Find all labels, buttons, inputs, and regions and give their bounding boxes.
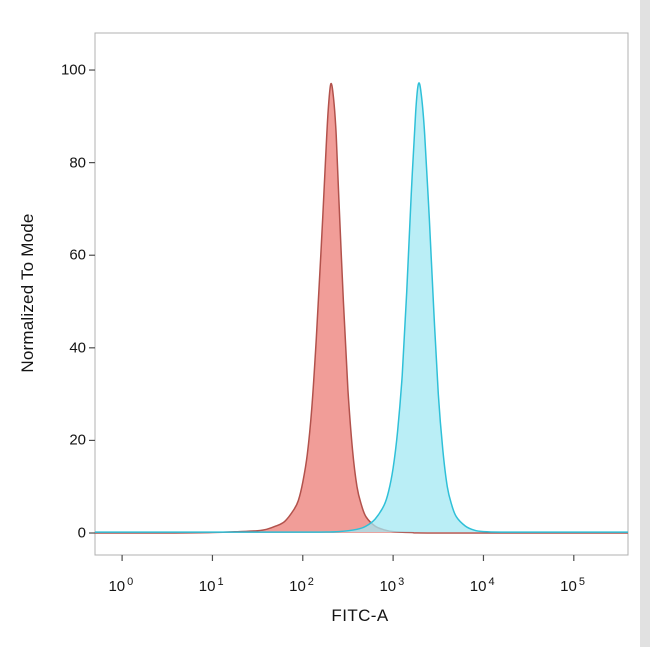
- y-tick-label: 100: [60, 61, 86, 79]
- x-tick-base: 10: [289, 578, 306, 595]
- x-tick-exponent: 4: [488, 576, 495, 588]
- x-tick-label: 10 3: [379, 576, 404, 595]
- x-tick-label: 10 1: [199, 576, 224, 595]
- x-tick-exponent: 2: [307, 576, 314, 588]
- x-tick-exponent: 5: [578, 576, 585, 588]
- y-tick-label: 60: [69, 246, 86, 264]
- x-tick-exponent: 1: [217, 576, 224, 588]
- x-tick-label: 10 4: [470, 576, 495, 595]
- scan-edge-artifact: [640, 0, 650, 647]
- y-tick-label: 80: [69, 154, 86, 172]
- x-tick-base: 10: [469, 578, 487, 595]
- x-axis-title: FITC-A: [331, 606, 389, 625]
- plot-frame: [94, 32, 629, 556]
- x-tick-label: 10 2: [289, 576, 314, 595]
- x-tick-label: 10 5: [560, 576, 585, 595]
- x-tick-base: 10: [379, 578, 397, 595]
- x-tick-base: 10: [560, 578, 577, 595]
- y-tick-label: 40: [69, 339, 86, 357]
- x-tick-base: 10: [108, 578, 126, 595]
- y-tick-label: 0: [77, 524, 86, 542]
- x-tick-exponent: 0: [127, 576, 134, 588]
- x-tick-base: 10: [198, 578, 216, 595]
- x-tick-label: 10 0: [108, 576, 133, 595]
- y-tick-label: 20: [69, 431, 86, 449]
- cyan-population-outline: [95, 82, 628, 533]
- x-tick-exponent: 3: [398, 576, 405, 588]
